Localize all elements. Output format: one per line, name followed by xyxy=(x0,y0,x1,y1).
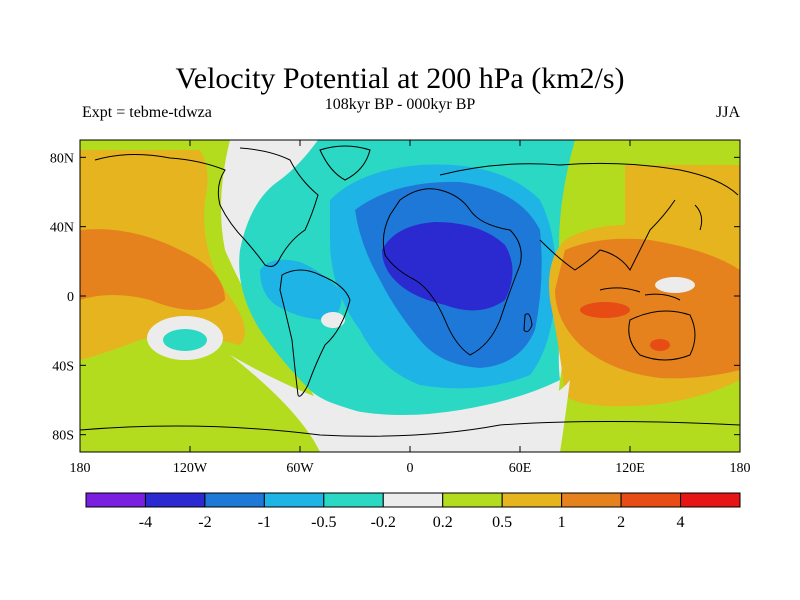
colorbar-label: 2 xyxy=(617,514,625,531)
colorbar-swatch xyxy=(501,492,563,508)
colorbar-swatch xyxy=(680,492,741,508)
x-tick-label: 0 xyxy=(407,461,414,476)
coast-indonesia xyxy=(599,287,681,301)
coast-asia xyxy=(439,162,739,271)
field-asia-redblob-aus xyxy=(650,339,670,351)
colorbar-swatch xyxy=(144,492,206,508)
x-tick-label: 180 xyxy=(70,461,91,476)
colorbar-swatch xyxy=(561,492,622,508)
colorbar-swatch xyxy=(323,492,384,508)
field-negative-whiteblob xyxy=(321,312,345,328)
coast-europe-africa xyxy=(382,188,522,356)
coastlines xyxy=(80,145,740,437)
x-tick-label: 120W xyxy=(173,461,208,476)
coast-madagascar xyxy=(523,313,533,333)
experiment-label: Expt = tebme-tdwza xyxy=(82,104,212,121)
coast-japan xyxy=(694,204,703,231)
field-pacific-cyanblob xyxy=(163,329,207,351)
colorbar-label: -4 xyxy=(139,514,152,531)
colorbar-swatch xyxy=(263,492,325,508)
x-tick-label: 60E xyxy=(509,461,532,476)
x-tick-label: 180 xyxy=(730,461,751,476)
coast-antarctica xyxy=(80,421,740,437)
colorbar-swatch xyxy=(204,492,265,508)
colorbar-label: -0.2 xyxy=(371,514,396,531)
x-tick-label: 120E xyxy=(615,461,645,476)
colorbar-label: 0.5 xyxy=(492,514,512,531)
colorbar-label: 0.2 xyxy=(433,514,453,531)
field-pacific-orange xyxy=(80,229,225,310)
axis-ticks: 180 120W 60W 0 60E 120E 180 80N 40N 0 40S 80S xyxy=(50,140,751,476)
y-tick-label: 80S xyxy=(52,429,74,444)
season-label: JJA xyxy=(715,104,740,121)
colorbar-swatch xyxy=(620,492,682,508)
y-tick-label: 80N xyxy=(50,151,74,166)
field-asia-redblob xyxy=(580,302,630,318)
field-negative-darkblue xyxy=(382,222,513,311)
colorbar-swatch xyxy=(382,492,444,508)
y-tick-label: 40N xyxy=(50,221,74,236)
colorbar-label: -0.5 xyxy=(311,514,336,531)
colorbar-swatch xyxy=(442,492,503,508)
colorbar-label: 1 xyxy=(558,514,566,531)
x-tick-label: 60W xyxy=(286,461,314,476)
field-asia-whiteblob xyxy=(655,277,695,293)
chart-title: Velocity Potential at 200 hPa (km2/s) xyxy=(175,62,625,95)
coast-greenland xyxy=(319,145,371,181)
colorbar-label: -1 xyxy=(258,514,271,531)
y-tick-label: 0 xyxy=(67,290,74,305)
coast-south-america xyxy=(279,269,351,397)
colorbar-label: -2 xyxy=(198,514,211,531)
colorbar: -4 -2 -1 -0.5 -0.2 0.2 0.5 1 2 4 xyxy=(85,492,741,531)
field-negative-lightblue xyxy=(260,259,342,320)
map-field xyxy=(80,140,740,452)
coast-north-america xyxy=(94,147,319,267)
y-tick-label: 40S xyxy=(52,359,74,374)
coast-australia xyxy=(628,310,696,361)
colorbar-swatch xyxy=(85,492,146,508)
colorbar-label: 4 xyxy=(677,514,685,531)
chart-subtitle: 108kyr BP - 000kyr BP xyxy=(324,96,476,113)
